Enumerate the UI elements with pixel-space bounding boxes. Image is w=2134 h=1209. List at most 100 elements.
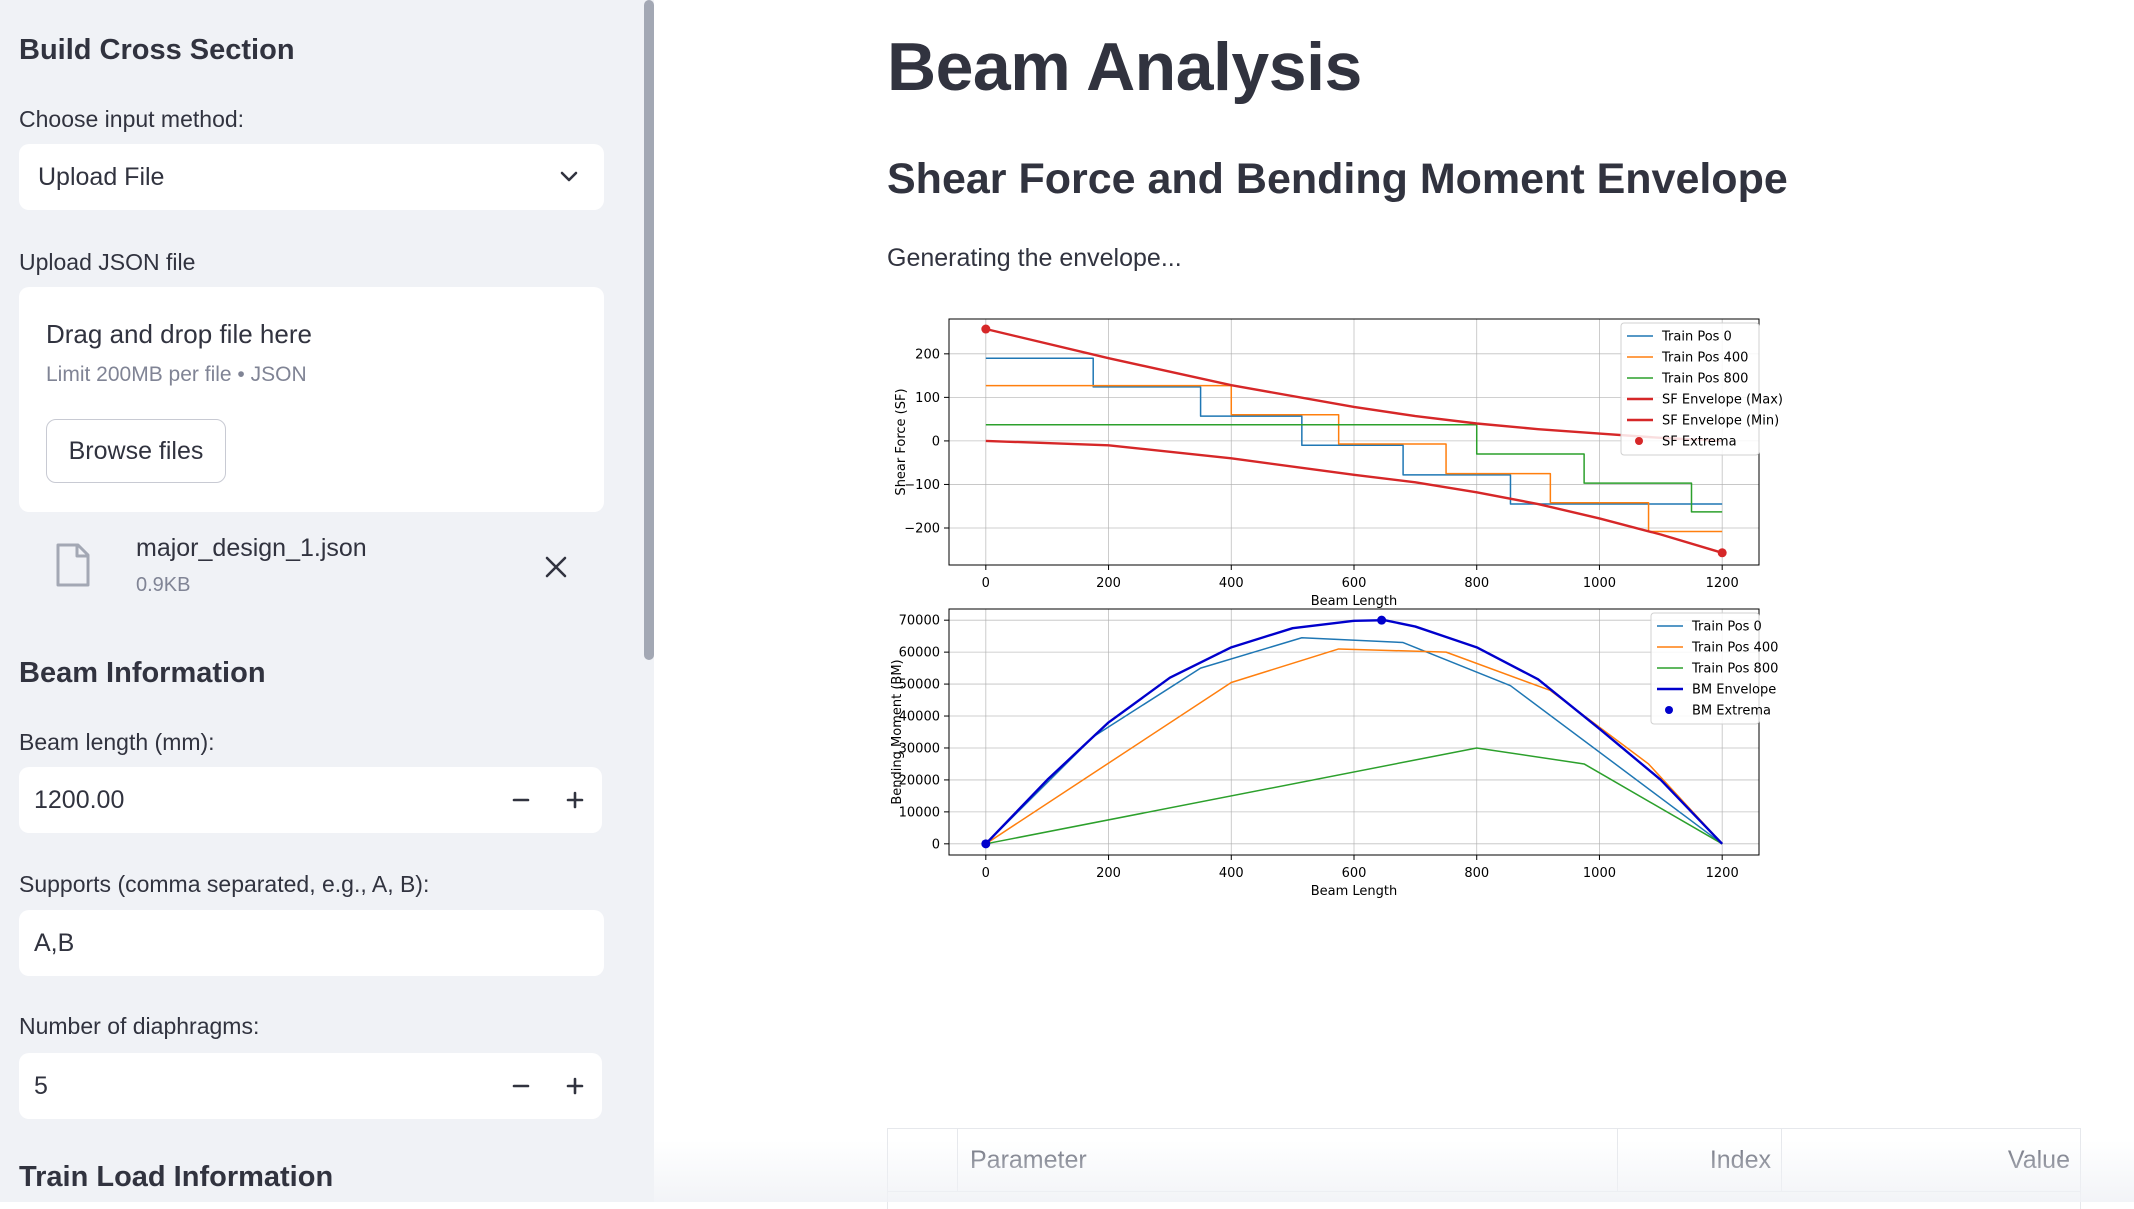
minus-icon — [512, 1084, 530, 1088]
uploaded-file-size: 0.9KB — [136, 574, 191, 596]
shear-force-chart: 0 200 400 600 800 1000 12002001000−100−200Beam… — [894, 318, 1783, 609]
x-tick-label: 600 — [1342, 866, 1367, 881]
x-tick-label: 1000 — [1583, 866, 1616, 881]
series-line — [985, 384, 1723, 533]
x-tick-label: 1000 — [1583, 576, 1616, 591]
y-tick-label: 50000 — [899, 678, 940, 693]
diaphragms-decrement-button[interactable] — [501, 1066, 541, 1106]
extrema-point — [1717, 548, 1727, 558]
legend-marker — [1635, 437, 1643, 445]
legend-entry: Train Pos 400 — [1691, 641, 1778, 656]
build-cross-section-heading: Build Cross Section — [19, 34, 295, 66]
legend — [1650, 612, 1760, 725]
input-method-select[interactable]: Upload File — [19, 144, 604, 210]
legend-entry: SF Envelope (Min) — [1662, 414, 1779, 429]
y-tick-label: 30000 — [899, 741, 940, 756]
plot-frame — [948, 608, 1760, 856]
beam-length-input[interactable]: 1200.00 — [19, 767, 602, 833]
y-tick-label: 10000 — [899, 805, 940, 820]
diaphragms-value: 5 — [34, 1072, 48, 1100]
uploaded-file-name: major_design_1.json — [136, 534, 367, 562]
legend-entry: BM Envelope — [1692, 683, 1776, 698]
y-axis-label: Shear Force (SF) — [894, 388, 909, 495]
diaphragms-label: Number of diaphragms: — [19, 1013, 260, 1039]
minus-icon — [512, 798, 530, 802]
supports-label: Supports (comma separated, e.g., A, B): — [19, 871, 430, 897]
table-header-index[interactable]: Index — [1618, 1129, 1782, 1191]
series-line — [985, 357, 1723, 505]
upload-json-label: Upload JSON file — [19, 249, 196, 275]
extrema-point — [981, 839, 991, 849]
table-header-index-col[interactable] — [888, 1129, 958, 1191]
legend-marker — [1665, 706, 1673, 714]
legend-entry: SF Extrema — [1662, 435, 1737, 450]
y-tick-label: −200 — [904, 521, 940, 536]
y-tick-label: 0 — [932, 434, 940, 449]
y-tick-label: 70000 — [899, 614, 940, 629]
y-tick-label: 60000 — [899, 646, 940, 661]
x-tick-label: 0 — [982, 576, 990, 591]
x-tick-label: 200 — [1096, 866, 1121, 881]
y-tick-label: 0 — [932, 837, 940, 852]
legend — [1620, 322, 1760, 456]
x-tick-label: 600 — [1342, 576, 1367, 591]
series-line — [985, 648, 1723, 845]
y-tick-label: 100 — [915, 391, 940, 406]
y-tick-label: −100 — [904, 478, 940, 493]
file-dropzone[interactable]: Drag and drop file here Limit 200MB per … — [19, 287, 604, 512]
extrema-point — [1377, 615, 1387, 625]
y-tick-label: 40000 — [899, 710, 940, 725]
sidebar: Build Cross Section Choose input method:… — [0, 0, 654, 1202]
table-header-divider — [888, 1191, 2080, 1192]
plus-icon — [566, 791, 584, 809]
file-icon — [56, 543, 90, 587]
legend-entry: SF Envelope (Max) — [1662, 393, 1783, 408]
x-tick-label: 0 — [982, 866, 990, 881]
input-method-label: Choose input method: — [19, 106, 245, 132]
beam-information-heading: Beam Information — [19, 657, 266, 689]
x-axis-label: Beam Length — [1311, 594, 1398, 609]
status-text: Generating the envelope... — [887, 244, 1182, 272]
legend-entry: Train Pos 0 — [1691, 620, 1762, 635]
legend-entry: Train Pos 400 — [1661, 351, 1748, 366]
x-tick-label: 400 — [1219, 866, 1244, 881]
legend-entry: Train Pos 0 — [1661, 330, 1732, 345]
table-header-value[interactable]: Value — [2007, 1146, 2070, 1174]
train-load-heading: Train Load Information — [19, 1161, 334, 1193]
beam-length-value: 1200.00 — [34, 786, 125, 814]
supports-value: A,B — [34, 929, 75, 957]
table-header-parameter[interactable]: Parameter — [958, 1129, 1618, 1191]
x-tick-label: 200 — [1096, 576, 1121, 591]
browse-files-button[interactable]: Browse files — [46, 419, 226, 483]
main-content: Beam Analysis Shear Force and Bending Mo… — [654, 0, 2134, 1209]
series-line — [985, 747, 1723, 845]
series-line — [985, 439, 1723, 554]
diaphragms-increment-button[interactable] — [555, 1066, 595, 1106]
chevron-down-icon — [560, 171, 578, 182]
legend-entry: Train Pos 800 — [1661, 372, 1748, 387]
beam-length-increment-button[interactable] — [555, 780, 595, 820]
x-tick-label: 1200 — [1706, 866, 1739, 881]
dropzone-title: Drag and drop file here — [46, 319, 312, 349]
x-tick-label: 400 — [1219, 576, 1244, 591]
x-tick-label: 1200 — [1706, 576, 1739, 591]
close-icon[interactable] — [545, 556, 567, 578]
uploaded-file-row: major_design_1.json 0.9KB — [19, 520, 604, 610]
results-table: Parameter Index Value — [887, 1128, 2081, 1209]
input-method-value: Upload File — [38, 163, 165, 191]
x-tick-label: 800 — [1464, 576, 1489, 591]
legend-entry: BM Extrema — [1692, 704, 1771, 719]
beam-length-label: Beam length (mm): — [19, 729, 215, 755]
section-title: Shear Force and Bending Moment Envelope — [887, 155, 1788, 203]
series-line — [985, 424, 1723, 513]
diaphragms-input[interactable]: 5 — [19, 1053, 602, 1119]
sidebar-scrollbar[interactable] — [644, 0, 654, 660]
x-axis-label: Beam Length — [1311, 884, 1398, 899]
envelope-figure: 0 200 400 600 800 1000 12002001000−100−200Beam… — [890, 318, 1783, 899]
dropzone-limit: Limit 200MB per file • JSON — [46, 363, 307, 386]
beam-length-decrement-button[interactable] — [501, 780, 541, 820]
plus-icon — [566, 1077, 584, 1095]
page-title: Beam Analysis — [887, 29, 1362, 105]
supports-input[interactable]: A,B — [19, 910, 604, 976]
x-tick-label: 800 — [1464, 866, 1489, 881]
